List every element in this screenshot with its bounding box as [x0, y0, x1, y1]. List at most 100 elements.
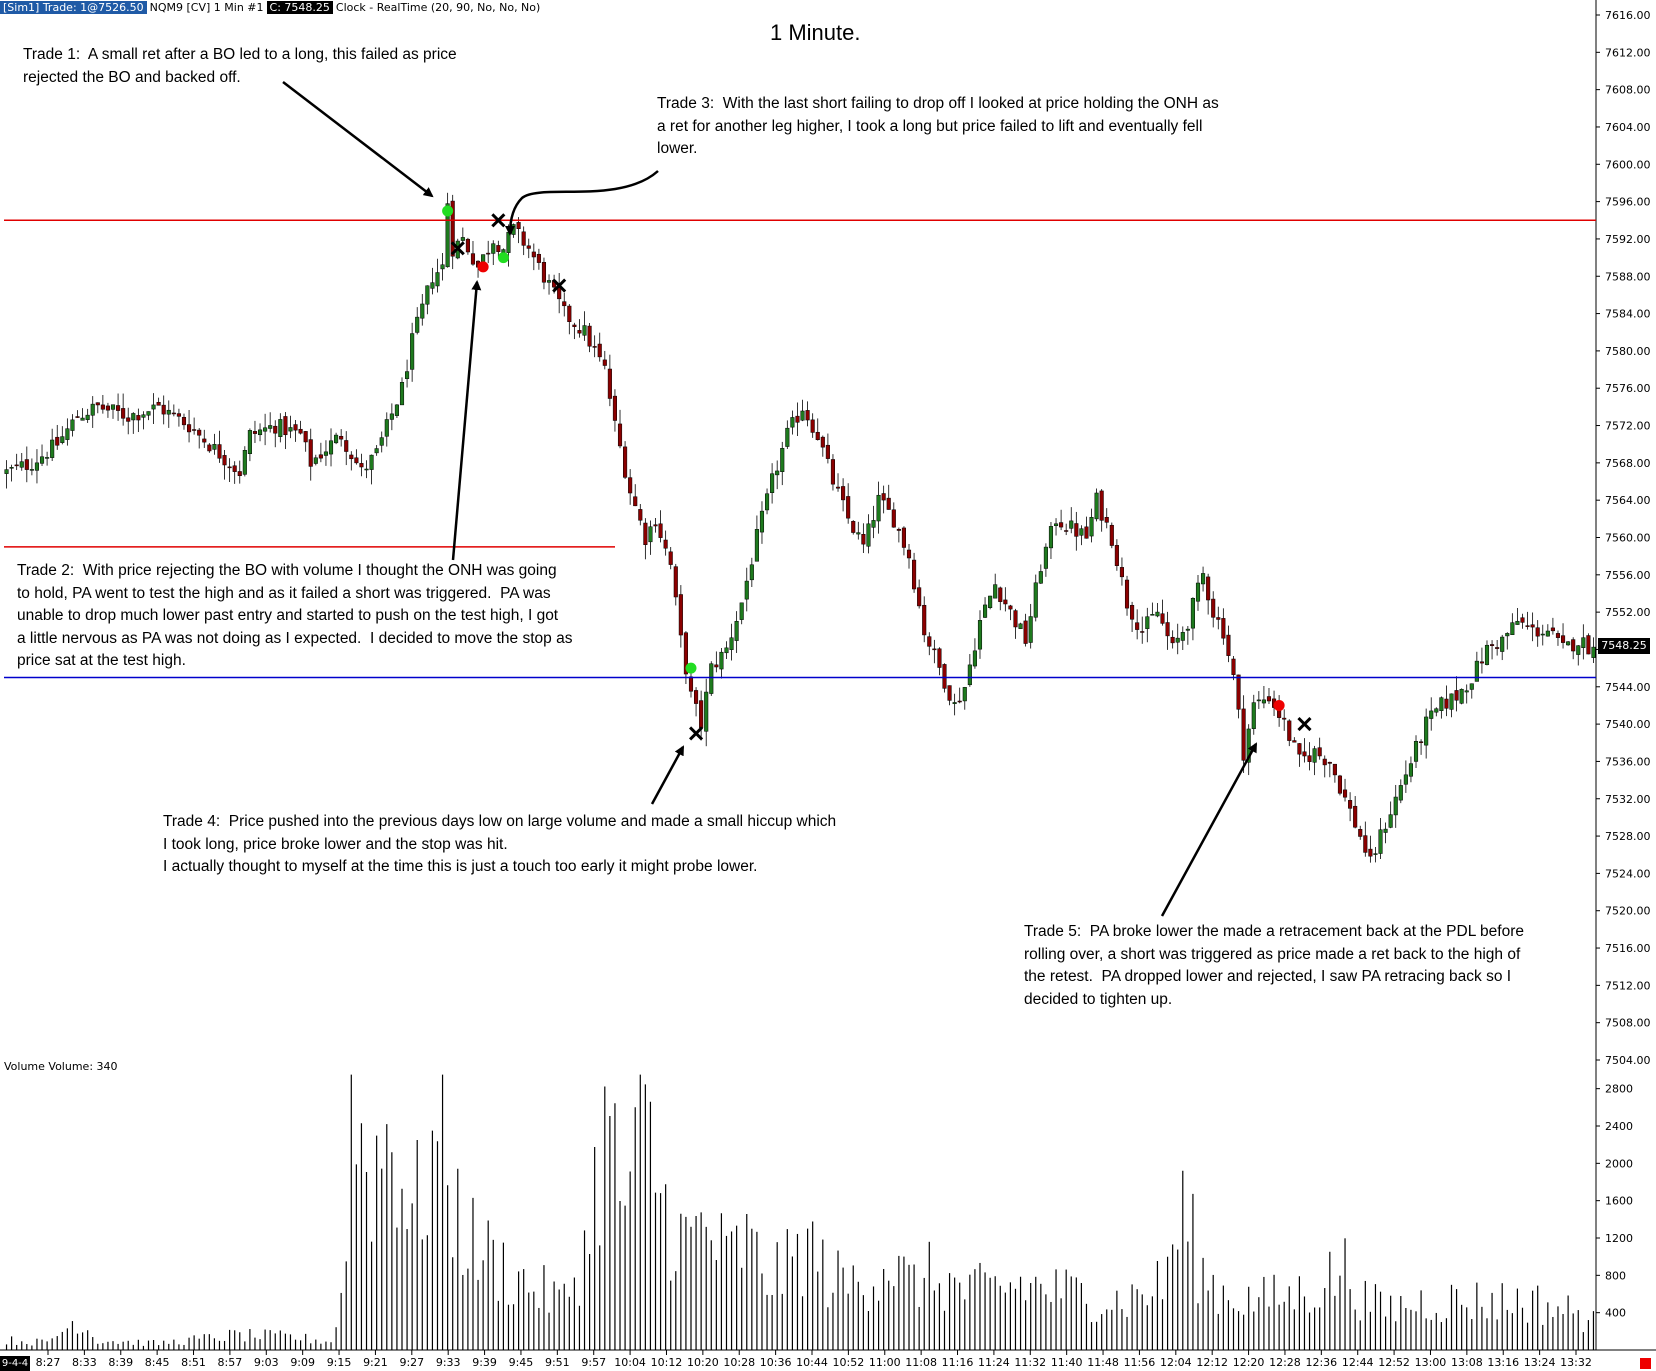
candle-body [942, 664, 947, 689]
candle-body [95, 402, 100, 406]
candle-body [273, 425, 278, 434]
candle-body [420, 303, 425, 319]
candle-body [491, 243, 496, 254]
candle-body [1266, 696, 1272, 702]
candle-body [410, 333, 415, 370]
candle-body [1292, 740, 1297, 743]
candle-body [394, 404, 399, 416]
time-tick-label: 9:21 [363, 1356, 388, 1369]
candle-body [1586, 635, 1591, 655]
candle-body [1307, 755, 1312, 762]
candle-body [369, 454, 374, 470]
candle-body [1226, 634, 1231, 656]
candle-body [110, 404, 116, 410]
candle-body [1500, 636, 1505, 652]
candle-body [1094, 492, 1099, 520]
candle-body [156, 401, 161, 406]
candle-body [744, 580, 749, 600]
time-tick-label: 11:48 [1087, 1356, 1119, 1369]
candle-body [638, 509, 643, 521]
candle-body [1130, 605, 1135, 620]
time-tick-label: 13:16 [1487, 1356, 1519, 1369]
price-tick-label: 7604.00 [1605, 121, 1651, 134]
candle-body [541, 262, 547, 283]
account-badge: [Sim1] Trade: 1@7526.50 [0, 0, 147, 14]
candle-body [197, 429, 202, 436]
candle-body [131, 413, 136, 421]
candle-body [486, 252, 491, 255]
candle-body [800, 410, 805, 421]
candle-body [932, 648, 937, 651]
candle-body [775, 470, 780, 476]
instrument-label: NQM9 [CV] 1 Min #1 [149, 0, 264, 14]
candle-body [379, 437, 384, 446]
candle-body [628, 477, 633, 494]
candle-body [790, 417, 795, 428]
price-tick-label: 7524.00 [1605, 867, 1651, 880]
volume-bars [5, 1074, 1595, 1350]
candle-body [1201, 573, 1206, 585]
time-tick-label: 10:44 [796, 1356, 828, 1369]
candle-body [988, 595, 993, 609]
candle-body [1571, 639, 1576, 652]
candle-body [1124, 579, 1130, 609]
time-tick-label: 13:32 [1560, 1356, 1592, 1369]
candle-body [1525, 625, 1530, 627]
candle-body [1535, 627, 1540, 637]
candle-body [1160, 613, 1165, 624]
candle-body [754, 529, 759, 562]
price-tick-label: 7564.00 [1605, 494, 1651, 507]
candle-body [729, 637, 734, 650]
volume-tick-label: 1200 [1605, 1232, 1633, 1245]
candle-body [1429, 710, 1434, 719]
candle-body [1408, 763, 1413, 777]
time-tick-label: 9:57 [581, 1356, 606, 1369]
short-entry-marker [477, 261, 489, 273]
time-tick-label: 11:56 [1124, 1356, 1156, 1369]
candle-body [1236, 674, 1241, 710]
candle-body [45, 457, 50, 459]
volume-tick-label: 2000 [1605, 1157, 1633, 1170]
candle-body [1469, 683, 1474, 690]
time-tick-label: 12:52 [1378, 1356, 1410, 1369]
time-tick-label: 11:00 [869, 1356, 901, 1369]
candle-body [39, 456, 45, 464]
time-tick-label: 10:04 [614, 1356, 646, 1369]
trade4-note: Trade 4: Price pushed into the previous … [163, 813, 837, 875]
candle-body [1413, 741, 1419, 762]
candle-body [1505, 633, 1510, 637]
candle-body [739, 602, 744, 620]
candle-body [460, 237, 465, 241]
candle-body [1114, 545, 1119, 566]
last-price-marker: 7548.25 [1598, 638, 1650, 654]
candle-body [1190, 597, 1195, 629]
candle-body [1287, 720, 1292, 741]
candle-body [1454, 690, 1459, 701]
time-tick-label: 11:24 [978, 1356, 1010, 1369]
candle-body [283, 416, 288, 436]
candle-body [1358, 829, 1363, 837]
time-tick-label: 12:44 [1342, 1356, 1374, 1369]
price-tick-label: 7612.00 [1605, 46, 1651, 59]
candle-body [1282, 717, 1287, 720]
candle-body [612, 395, 617, 421]
time-tick-label: 8:51 [181, 1356, 206, 1369]
time-tick-label: 10:28 [723, 1356, 755, 1369]
candle-body [1119, 567, 1124, 578]
candle-body [141, 414, 146, 418]
candle-body [1241, 708, 1246, 761]
time-tick-label: 13:08 [1451, 1356, 1483, 1369]
long-entry-marker [497, 252, 509, 264]
candle-body [349, 454, 354, 460]
candle-body [470, 253, 476, 265]
candle-body [1495, 647, 1500, 649]
candle-body [805, 410, 810, 421]
candle-body [440, 264, 445, 270]
candle-body [602, 359, 607, 366]
candle-body [734, 620, 739, 641]
price-tick-label: 7540.00 [1605, 718, 1651, 731]
candle-body [1403, 774, 1408, 785]
candle-body [19, 461, 24, 468]
